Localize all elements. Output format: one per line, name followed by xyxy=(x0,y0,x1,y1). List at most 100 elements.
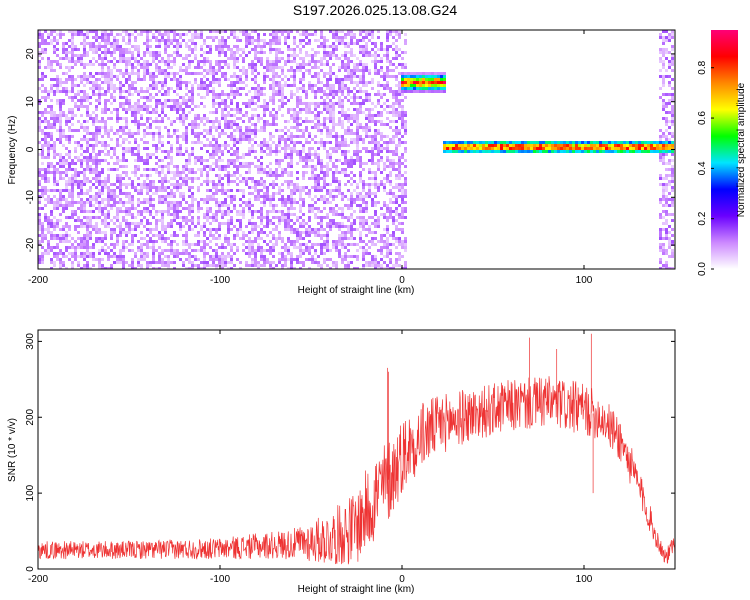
spectrogram-cell xyxy=(176,45,179,48)
spectrogram-cell xyxy=(200,183,203,186)
spectrogram-cell xyxy=(164,261,167,264)
spectrogram-cell xyxy=(47,225,50,228)
spectrogram-cell xyxy=(263,45,266,48)
spectrogram-cell xyxy=(230,75,233,78)
spectrogram-cell xyxy=(323,240,326,243)
spectrogram-cell xyxy=(284,153,287,156)
spectrogram-cell xyxy=(98,195,101,198)
spectrogram-cell xyxy=(200,240,203,243)
spectrogram-cell xyxy=(62,207,65,210)
spectrogram-cell xyxy=(308,102,311,105)
spectrogram-cell xyxy=(221,189,224,192)
spectrogram-cell xyxy=(71,192,74,195)
spectrogram-cell xyxy=(80,201,83,204)
spectrogram-cell xyxy=(245,261,248,264)
spectrogram-cell xyxy=(125,126,128,129)
spectrogram-cell xyxy=(317,117,320,120)
spectrogram-cell xyxy=(323,36,326,39)
spectrogram-cell xyxy=(137,165,140,168)
spectrogram-cell xyxy=(62,132,65,135)
spectrogram-cell xyxy=(227,231,230,234)
spectrogram-cell xyxy=(56,198,59,201)
spectrogram-cell xyxy=(119,102,122,105)
spectrogram-cell xyxy=(143,42,146,45)
spectrogram-cell xyxy=(155,150,158,153)
spectrogram-cell xyxy=(215,63,218,66)
spectrogram-cell xyxy=(353,198,356,201)
spectrogram-cell xyxy=(227,63,230,66)
spectrogram-cell xyxy=(227,57,230,60)
spectrogram-cell xyxy=(356,126,359,129)
spectrogram-cell xyxy=(281,216,284,219)
spectrogram-cell xyxy=(119,129,122,132)
spectrogram-cell xyxy=(314,177,317,180)
spectrogram-cell xyxy=(179,192,182,195)
spectrogram-cell xyxy=(347,87,350,90)
spectrogram-cell xyxy=(293,78,296,81)
spectrogram-cell xyxy=(338,171,341,174)
spectrogram-cell xyxy=(167,54,170,57)
spectrogram-cell xyxy=(287,57,290,60)
spectrogram-cell xyxy=(86,159,89,162)
spectrogram-cell xyxy=(215,258,218,261)
spectrogram-cell xyxy=(98,228,101,231)
spectrogram-cell xyxy=(221,99,224,102)
spectrogram-cell xyxy=(164,90,167,93)
spectrogram-cell xyxy=(368,186,371,189)
spectrogram-cell xyxy=(38,225,41,228)
spectrogram-cell xyxy=(209,111,212,114)
spectrogram-cell xyxy=(266,120,269,123)
spectrogram-cell xyxy=(293,72,296,75)
spectrogram-cell xyxy=(89,45,92,48)
spectrogram-cell xyxy=(299,261,302,264)
spectrogram-cell xyxy=(338,96,341,99)
spectrogram-cell xyxy=(137,78,140,81)
spectrogram-cell xyxy=(347,66,350,69)
spectrogram-cell xyxy=(89,81,92,84)
spectrogram-cell xyxy=(98,249,101,252)
spectrogram-cell xyxy=(272,93,275,96)
spectrogram-cell xyxy=(167,153,170,156)
spectrogram-cell xyxy=(122,102,125,105)
spectrogram-cell xyxy=(305,108,308,111)
spectrogram-cell xyxy=(194,33,197,36)
spectrogram-cell xyxy=(116,111,119,114)
spectrogram-cell xyxy=(269,168,272,171)
spectrogram-cell xyxy=(323,90,326,93)
spectrogram-cell xyxy=(53,30,56,33)
spectrogram-cell xyxy=(110,87,113,90)
spectrogram-cell xyxy=(113,87,116,90)
spectrogram-cell xyxy=(191,90,194,93)
spectrogram-cell xyxy=(92,204,95,207)
spectrogram-cell xyxy=(41,252,44,255)
spectrogram-cell xyxy=(185,45,188,48)
spectrogram-cell xyxy=(182,102,185,105)
spectrogram-cell xyxy=(83,192,86,195)
spectrogram-cell xyxy=(38,189,41,192)
spectrogram-cell xyxy=(233,225,236,228)
spectrogram-cell xyxy=(59,252,62,255)
spectrogram-cell xyxy=(77,186,80,189)
spectrogram-cell xyxy=(260,195,263,198)
spectrogram-cell xyxy=(314,75,317,78)
spectrogram-cell xyxy=(305,90,308,93)
spectrogram-cell xyxy=(80,267,83,269)
spectrogram-cell xyxy=(59,219,62,222)
spectrogram-cell xyxy=(326,51,329,54)
spectrogram-cell xyxy=(338,87,341,90)
spectrogram-cell xyxy=(59,33,62,36)
spectrogram-cell xyxy=(293,198,296,201)
spectrogram-cell xyxy=(80,219,83,222)
spectrogram-cell xyxy=(143,141,146,144)
spectrogram-cell xyxy=(275,162,278,165)
spectrogram-cell xyxy=(275,225,278,228)
spectrogram-cell xyxy=(230,174,233,177)
spectrogram-cell xyxy=(254,78,257,81)
spectrogram-cell xyxy=(338,135,341,138)
spectrogram-cell xyxy=(227,105,230,108)
spectrogram-cell xyxy=(326,264,329,267)
spectrogram-cell xyxy=(173,132,176,135)
spectrogram-cell xyxy=(122,249,125,252)
spectrogram-cell xyxy=(209,51,212,54)
spectrogram-cell xyxy=(272,120,275,123)
